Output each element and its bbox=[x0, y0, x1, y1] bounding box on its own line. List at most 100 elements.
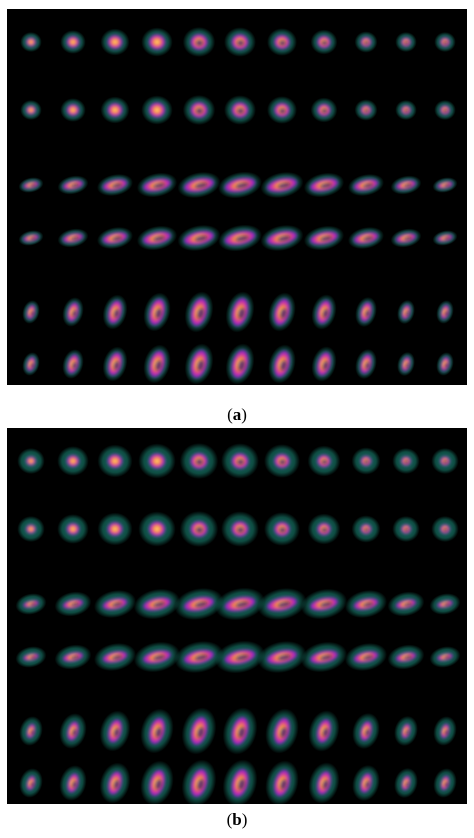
slice-thumbnail bbox=[17, 448, 45, 474]
slice-thumbnail bbox=[307, 445, 341, 477]
slice-thumbnail bbox=[141, 95, 173, 125]
slice-thumbnail bbox=[225, 291, 255, 333]
slice-thumbnail bbox=[260, 224, 304, 252]
slice-thumbnail bbox=[22, 300, 40, 324]
slice-thumbnail bbox=[59, 765, 87, 801]
slice-thumbnail bbox=[394, 715, 418, 747]
slice-thumbnail bbox=[57, 514, 89, 544]
slice-thumbnail bbox=[311, 346, 337, 382]
slice-thumbnail bbox=[18, 230, 44, 246]
slice-thumbnail bbox=[97, 173, 133, 197]
slice-thumbnail bbox=[352, 712, 380, 750]
slice-thumbnail bbox=[268, 292, 296, 332]
slice-thumbnail bbox=[143, 344, 171, 384]
slice-thumbnail bbox=[345, 590, 387, 618]
slice-thumbnail bbox=[348, 226, 384, 250]
slice-thumbnail bbox=[260, 171, 304, 199]
slice-thumbnail bbox=[215, 640, 265, 674]
slice-thumbnail bbox=[390, 228, 422, 248]
slice-thumbnail bbox=[257, 640, 307, 674]
slice-thumbnail bbox=[311, 294, 337, 330]
slice-thumbnail bbox=[225, 343, 255, 385]
slice-thumbnail bbox=[222, 707, 258, 755]
slice-thumbnail bbox=[102, 346, 128, 382]
slice-thumbnail bbox=[267, 96, 297, 124]
slice-thumbnail bbox=[434, 100, 456, 120]
slice-thumbnail bbox=[181, 707, 217, 755]
slice-thumbnail bbox=[15, 593, 47, 615]
slice-thumbnail bbox=[436, 300, 454, 324]
slice-thumbnail bbox=[136, 172, 178, 198]
slice-thumbnail bbox=[265, 708, 299, 754]
panel-a-spect-slices bbox=[7, 9, 467, 385]
slice-thumbnail bbox=[60, 30, 86, 54]
slice-thumbnail bbox=[351, 515, 381, 543]
slice-thumbnail bbox=[392, 516, 420, 542]
caption-label: a bbox=[232, 405, 242, 424]
slice-thumbnail bbox=[182, 95, 216, 125]
slice-thumbnail bbox=[268, 344, 296, 384]
slice-thumbnail bbox=[15, 646, 47, 668]
slice-thumbnail bbox=[354, 31, 378, 53]
slice-thumbnail bbox=[433, 716, 457, 746]
slice-thumbnail bbox=[436, 352, 454, 376]
panel-a-caption: (a) bbox=[0, 405, 474, 425]
slice-thumbnail bbox=[54, 591, 92, 617]
caption-close: ) bbox=[241, 405, 247, 424]
slice-thumbnail bbox=[265, 760, 299, 804]
slice-thumbnail bbox=[300, 641, 348, 673]
slice-thumbnail bbox=[62, 349, 84, 379]
slice-thumbnail bbox=[308, 762, 340, 804]
slice-thumbnail bbox=[345, 643, 387, 671]
slice-thumbnail bbox=[59, 713, 87, 749]
slice-thumbnail bbox=[17, 516, 45, 542]
slice-thumbnail bbox=[136, 225, 178, 251]
slice-thumbnail bbox=[184, 291, 214, 333]
slice-thumbnail bbox=[215, 587, 265, 621]
slice-thumbnail bbox=[54, 644, 92, 670]
slice-thumbnail bbox=[257, 587, 307, 621]
slice-thumbnail bbox=[264, 512, 300, 546]
slice-thumbnail bbox=[181, 759, 217, 804]
slice-thumbnail bbox=[307, 513, 341, 545]
slice-thumbnail bbox=[140, 708, 174, 754]
slice-thumbnail bbox=[179, 511, 219, 547]
slice-thumbnail bbox=[143, 292, 171, 332]
slice-thumbnail bbox=[433, 768, 457, 798]
panel-a-image bbox=[18, 27, 458, 385]
slice-thumbnail bbox=[99, 762, 131, 804]
slice-thumbnail bbox=[355, 296, 377, 328]
slice-thumbnail bbox=[303, 172, 345, 198]
slice-thumbnail bbox=[390, 175, 422, 195]
slice-thumbnail bbox=[218, 171, 262, 199]
slice-thumbnail bbox=[308, 710, 340, 752]
slice-thumbnail bbox=[397, 351, 415, 377]
slice-thumbnail bbox=[100, 28, 130, 56]
slice-thumbnail bbox=[222, 759, 258, 804]
slice-thumbnail bbox=[179, 443, 219, 479]
slice-thumbnail bbox=[395, 32, 417, 52]
slice-thumbnail bbox=[221, 443, 259, 479]
slice-thumbnail bbox=[57, 175, 89, 195]
slice-thumbnail bbox=[184, 343, 214, 385]
panel-b-image bbox=[15, 443, 461, 804]
caption-close: ) bbox=[241, 810, 248, 829]
slice-thumbnail bbox=[303, 225, 345, 251]
slice-thumbnail bbox=[355, 348, 377, 380]
slice-thumbnail bbox=[97, 512, 133, 546]
slice-thumbnail bbox=[20, 100, 42, 120]
slice-thumbnail bbox=[310, 97, 338, 123]
slice-thumbnail bbox=[387, 644, 425, 670]
slice-thumbnail bbox=[133, 641, 181, 673]
slice-thumbnail bbox=[432, 230, 458, 246]
slice-thumbnail bbox=[138, 443, 176, 479]
slice-thumbnail bbox=[431, 516, 459, 542]
slice-thumbnail bbox=[397, 299, 415, 325]
slice-thumbnail bbox=[177, 171, 221, 199]
slice-thumbnail bbox=[22, 352, 40, 376]
slice-thumbnail bbox=[310, 29, 338, 55]
slice-thumbnail bbox=[174, 587, 224, 621]
slice-thumbnail bbox=[221, 511, 259, 547]
slice-thumbnail bbox=[300, 588, 348, 620]
slice-thumbnail bbox=[97, 226, 133, 250]
